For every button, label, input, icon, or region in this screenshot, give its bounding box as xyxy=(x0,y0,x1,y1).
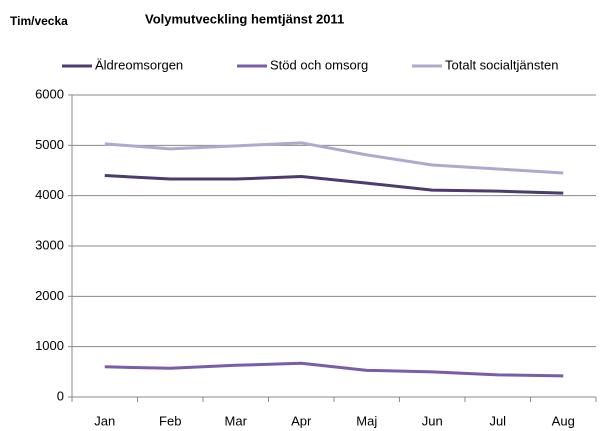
chart-title: Volymutveckling hemtjänst 2011 xyxy=(145,11,344,26)
y-tick-label: 4000 xyxy=(35,187,64,202)
x-tick-label: Aug xyxy=(552,413,575,428)
legend-label: Äldreomsorgen xyxy=(95,57,183,72)
y-tick-label: 5000 xyxy=(35,137,64,152)
x-tick-label: Jul xyxy=(489,413,506,428)
series-line xyxy=(104,174,564,195)
series-line xyxy=(104,141,564,175)
x-tick-label: Jun xyxy=(422,413,443,428)
legend-label: Totalt socialtjänsten xyxy=(445,57,558,72)
x-tick-label: Mar xyxy=(225,413,248,428)
legend-label: Stöd och omsorg xyxy=(270,57,368,72)
series-line xyxy=(104,361,564,378)
x-tick-label: Apr xyxy=(291,413,312,428)
x-tick-label: Maj xyxy=(356,413,377,428)
x-tick-label: Jan xyxy=(94,413,115,428)
y-tick-label: 6000 xyxy=(35,86,64,101)
y-axis-label: Tim/vecka xyxy=(10,14,68,28)
y-tick-label: 0 xyxy=(57,388,64,403)
y-tick-label: 3000 xyxy=(35,237,64,252)
y-tick-label: 1000 xyxy=(35,338,64,353)
x-tick-label: Feb xyxy=(159,413,181,428)
y-tick-label: 2000 xyxy=(35,288,64,303)
